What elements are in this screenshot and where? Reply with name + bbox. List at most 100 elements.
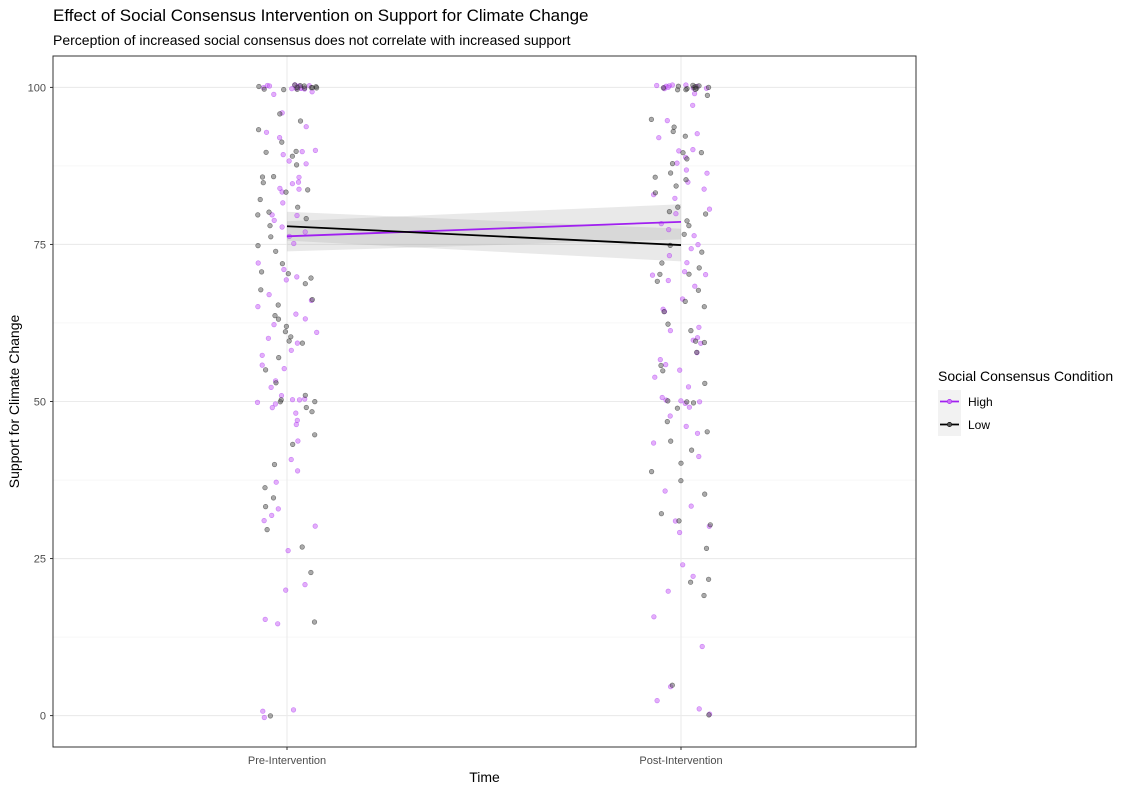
data-point-low xyxy=(675,83,682,89)
data-point-high xyxy=(650,440,657,446)
data-point-low xyxy=(273,248,279,254)
data-point-high xyxy=(255,304,261,310)
y-tick-label: 50 xyxy=(34,397,46,409)
data-point-high xyxy=(271,322,277,328)
data-point-low xyxy=(255,212,261,218)
data-point-high xyxy=(654,697,660,704)
data-point-high xyxy=(293,410,299,416)
data-point-low xyxy=(263,367,269,373)
data-point-high xyxy=(269,512,275,519)
data-point-high xyxy=(286,158,292,164)
data-point-low xyxy=(652,174,658,180)
data-point-low xyxy=(257,196,263,203)
data-point-low xyxy=(295,204,301,210)
data-point-high xyxy=(656,135,662,141)
data-point-low xyxy=(277,111,283,117)
data-point-high xyxy=(694,131,700,137)
data-point-low xyxy=(696,265,702,271)
data-point-high xyxy=(281,366,287,372)
data-point-low xyxy=(268,234,274,240)
data-point-high xyxy=(289,181,296,187)
data-point-low xyxy=(705,84,712,90)
data-point-low xyxy=(667,170,674,176)
data-point-low xyxy=(293,148,299,154)
data-point-high xyxy=(291,240,297,247)
data-point-low xyxy=(661,309,667,315)
data-point-high xyxy=(293,311,299,317)
data-point-low xyxy=(682,298,688,305)
data-point-high xyxy=(664,117,670,124)
data-point-high xyxy=(312,147,319,153)
data-point-low xyxy=(648,469,655,475)
data-point-high xyxy=(314,329,320,336)
data-point-low xyxy=(658,511,665,517)
data-point-high xyxy=(665,277,671,284)
data-point-low xyxy=(658,362,664,369)
data-point-low xyxy=(701,304,707,310)
data-point-low xyxy=(703,545,710,552)
data-point-high xyxy=(261,714,267,721)
data-point-high xyxy=(269,405,275,411)
confidence-band-low xyxy=(287,211,681,262)
legend-title: Social Consensus Condition xyxy=(938,368,1113,384)
data-point-high xyxy=(280,152,286,158)
data-point-low xyxy=(666,209,673,215)
data-point-low xyxy=(687,579,694,585)
data-point-low xyxy=(705,576,712,582)
data-point-low xyxy=(301,83,307,89)
data-point-low xyxy=(263,504,269,510)
data-point-high xyxy=(303,124,309,130)
data-point-low xyxy=(657,271,663,277)
data-point-low xyxy=(669,161,676,167)
data-point-low xyxy=(669,682,675,688)
y-axis: 0 25 50 75 100 xyxy=(28,82,53,723)
data-point-high xyxy=(686,404,693,410)
data-point-high xyxy=(704,170,710,176)
data-point-low xyxy=(702,211,709,217)
data-point-high xyxy=(303,161,309,167)
data-point-high xyxy=(690,147,696,153)
data-point-high xyxy=(662,488,668,494)
data-point-high xyxy=(285,547,291,554)
legend-point-low xyxy=(946,421,952,427)
data-point-low xyxy=(299,544,305,550)
data-point-high xyxy=(701,186,707,192)
data-point-high xyxy=(666,227,672,233)
data-point-high xyxy=(290,707,297,713)
data-point-high xyxy=(272,401,279,407)
data-point-low xyxy=(262,485,268,491)
x-axis-title: Time xyxy=(469,769,500,785)
y-tick-label: 100 xyxy=(28,82,46,94)
data-point-high xyxy=(271,91,277,97)
data-point-high xyxy=(288,456,294,463)
data-point-low xyxy=(678,460,684,466)
data-point-low xyxy=(670,128,676,135)
data-point-high xyxy=(260,708,266,714)
data-point-low xyxy=(272,313,278,319)
data-point-high xyxy=(683,423,689,430)
data-point-high xyxy=(673,211,679,217)
data-point-low xyxy=(309,85,316,91)
data-point-low xyxy=(255,243,261,249)
data-point-low xyxy=(273,380,279,386)
data-point-high xyxy=(302,229,308,235)
data-point-low xyxy=(263,149,269,155)
data-point-high xyxy=(684,260,690,266)
data-point-low xyxy=(275,302,281,308)
data-point-high xyxy=(294,340,301,346)
data-point-low xyxy=(259,174,266,180)
trend-lines xyxy=(286,220,682,246)
data-point-low xyxy=(311,619,318,625)
data-point-high xyxy=(259,352,265,358)
data-point-low xyxy=(692,338,699,344)
data-point-high xyxy=(265,335,272,341)
data-point-high xyxy=(696,706,702,712)
data-point-low xyxy=(282,329,289,335)
data-point-low xyxy=(312,432,318,438)
data-point-low xyxy=(701,592,707,599)
data-point-high xyxy=(266,292,272,298)
data-point-high xyxy=(288,347,294,353)
data-point-low xyxy=(680,150,686,156)
data-point-low xyxy=(684,218,690,224)
legend: Social Consensus Condition High Low xyxy=(938,368,1113,436)
